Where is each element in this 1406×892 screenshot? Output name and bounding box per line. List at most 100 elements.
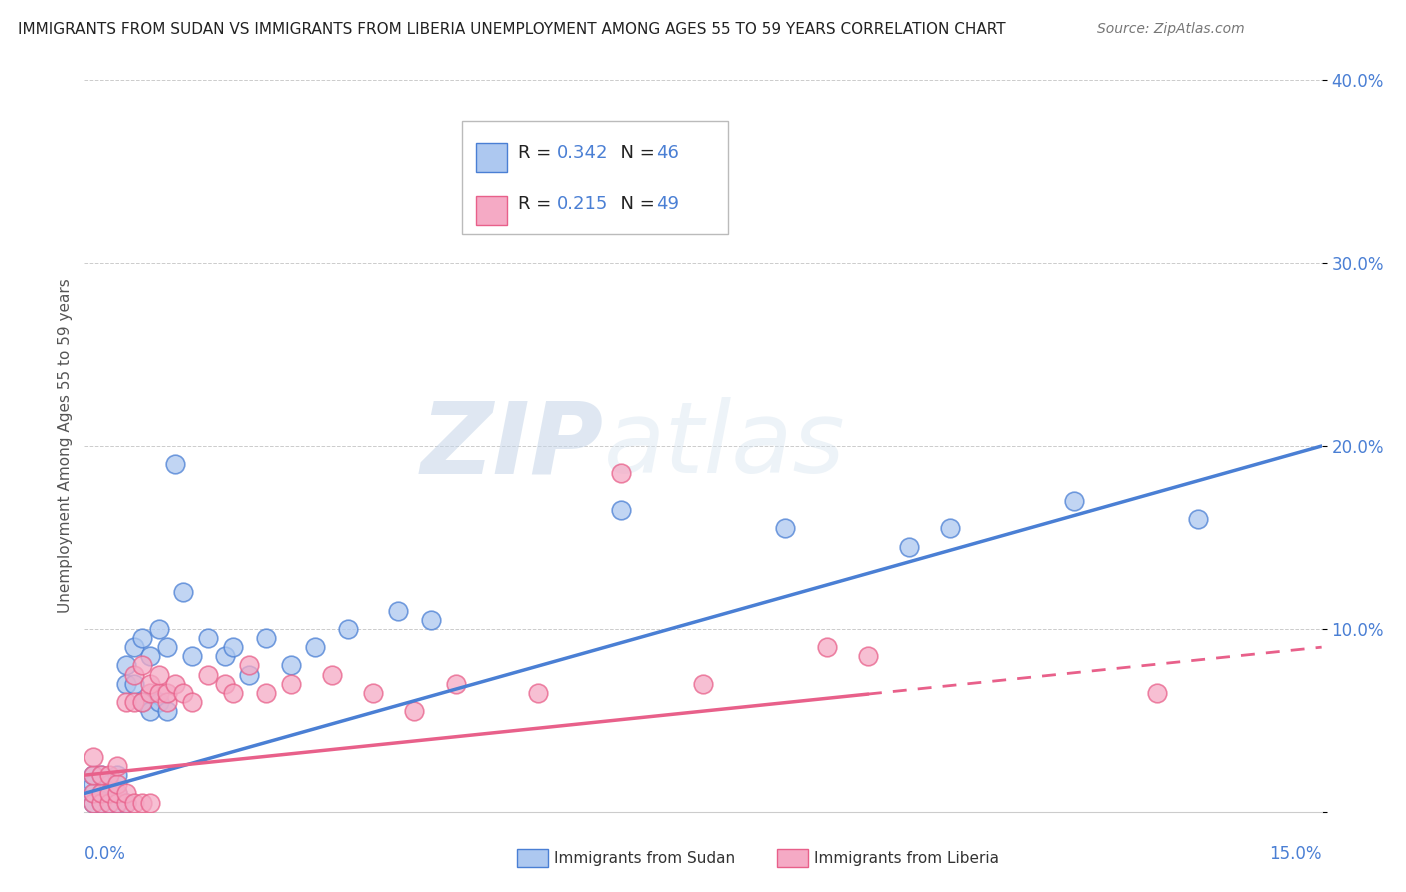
Point: [148, 622, 170, 636]
Text: 0.342: 0.342: [557, 145, 609, 162]
Point: [180, 695, 202, 709]
Point: [90, 787, 112, 801]
Point: [122, 640, 145, 655]
Point: [156, 686, 179, 700]
Text: IMMIGRANTS FROM SUDAN VS IMMIGRANTS FROM LIBERIA UNEMPLOYMENT AMONG AGES 55 TO 5: IMMIGRANTS FROM SUDAN VS IMMIGRANTS FROM…: [18, 22, 1005, 37]
Point: [222, 640, 245, 655]
Point: [82, 749, 104, 764]
Point: [122, 676, 145, 690]
Point: [131, 631, 153, 645]
Point: [304, 640, 326, 655]
Point: [172, 686, 194, 700]
Point: [139, 704, 162, 718]
Point: [105, 796, 128, 810]
Point: [131, 796, 153, 810]
Point: [609, 503, 631, 517]
Point: [131, 695, 153, 709]
Point: [98, 796, 121, 810]
Point: [197, 631, 219, 645]
Point: [139, 686, 162, 700]
Point: [82, 796, 104, 810]
Point: [98, 777, 121, 791]
Point: [361, 686, 384, 700]
Point: [82, 796, 104, 810]
Point: [775, 521, 797, 535]
Point: [148, 667, 170, 681]
Text: N =: N =: [609, 195, 661, 213]
Text: ZIP: ZIP: [420, 398, 605, 494]
Point: [122, 667, 145, 681]
Point: [98, 796, 121, 810]
Point: [148, 686, 170, 700]
Text: 49: 49: [655, 195, 679, 213]
Text: 0.215: 0.215: [557, 195, 609, 213]
Point: [214, 676, 236, 690]
Point: [82, 787, 104, 801]
Point: [419, 613, 441, 627]
Point: [898, 540, 921, 554]
Point: [114, 796, 136, 810]
Point: [180, 649, 202, 664]
Text: R =: R =: [517, 145, 557, 162]
Point: [238, 667, 260, 681]
Point: [692, 676, 714, 690]
Point: [105, 759, 128, 773]
Point: [114, 695, 136, 709]
Point: [82, 768, 104, 782]
Point: [404, 704, 426, 718]
Point: [1187, 512, 1209, 526]
Point: [527, 686, 550, 700]
Point: [131, 658, 153, 673]
Point: [156, 695, 179, 709]
Point: [222, 686, 245, 700]
Text: 0.0%: 0.0%: [84, 845, 127, 863]
Point: [122, 695, 145, 709]
Point: [856, 649, 879, 664]
Text: atlas: atlas: [605, 398, 845, 494]
Point: [172, 585, 194, 599]
Text: N =: N =: [609, 145, 661, 162]
Point: [82, 768, 104, 782]
Point: [148, 695, 170, 709]
Point: [114, 787, 136, 801]
Point: [387, 603, 409, 617]
Point: [98, 787, 121, 801]
Text: Source: ZipAtlas.com: Source: ZipAtlas.com: [1097, 22, 1244, 37]
Point: [527, 165, 550, 179]
Point: [444, 676, 467, 690]
Point: [197, 667, 219, 681]
Point: [105, 768, 128, 782]
Y-axis label: Unemployment Among Ages 55 to 59 years: Unemployment Among Ages 55 to 59 years: [58, 278, 73, 614]
Point: [254, 631, 277, 645]
Point: [114, 658, 136, 673]
Point: [105, 787, 128, 801]
Point: [139, 676, 162, 690]
Point: [90, 796, 112, 810]
Text: 46: 46: [655, 145, 679, 162]
Point: [156, 640, 179, 655]
Point: [156, 704, 179, 718]
Point: [165, 676, 187, 690]
Point: [82, 777, 104, 791]
Point: [105, 777, 128, 791]
Point: [90, 768, 112, 782]
Point: [280, 676, 302, 690]
Point: [1063, 493, 1085, 508]
Point: [122, 796, 145, 810]
Point: [105, 787, 128, 801]
Point: [139, 796, 162, 810]
Point: [90, 768, 112, 782]
Point: [321, 667, 343, 681]
Point: [131, 695, 153, 709]
Point: [105, 796, 128, 810]
Point: [280, 658, 302, 673]
Point: [609, 467, 631, 481]
Point: [815, 640, 838, 655]
Point: [90, 796, 112, 810]
Text: Immigrants from Sudan: Immigrants from Sudan: [554, 851, 735, 865]
Point: [1146, 686, 1168, 700]
Text: R =: R =: [517, 195, 557, 213]
Point: [114, 676, 136, 690]
Text: Immigrants from Liberia: Immigrants from Liberia: [814, 851, 998, 865]
Point: [139, 649, 162, 664]
